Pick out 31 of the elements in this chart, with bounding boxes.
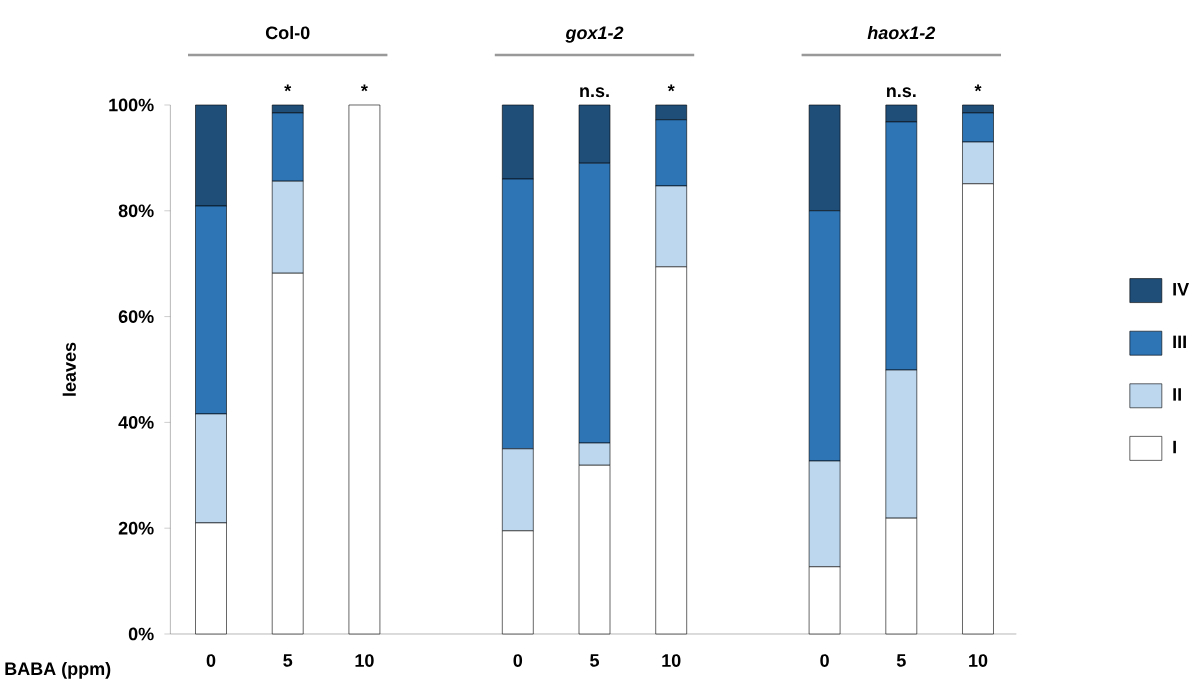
x-tick-label: 0: [820, 654, 829, 667]
text: *: [974, 84, 982, 92]
bar: [348, 104, 381, 635]
legend-label: III: [1173, 335, 1186, 349]
x-tick-label: 10: [662, 654, 681, 667]
x-tick-label: 0: [206, 654, 216, 667]
text: gox1-2: [565, 26, 624, 43]
y-tick-label: 0%: [128, 627, 154, 641]
text: *: [360, 84, 368, 92]
x-axis-title: BABA (ppm): [5, 661, 111, 679]
y-axis-title: leaves: [62, 342, 76, 396]
text: n.s.: [580, 87, 609, 98]
legend-label: I: [1173, 440, 1176, 454]
x-tick-label: 5: [896, 654, 906, 667]
text: Col-0: [265, 25, 310, 40]
text: haox1-2: [867, 25, 936, 40]
y-tick-label: 20%: [118, 521, 154, 535]
text: *: [284, 84, 292, 92]
x-tick-label: 5: [590, 654, 600, 667]
x-tick-label: 0: [513, 654, 523, 667]
legend-label: II: [1173, 388, 1181, 401]
y-tick-label: 100%: [109, 98, 154, 112]
text: n.s.: [886, 87, 916, 98]
y-tick-label: 80%: [118, 204, 154, 218]
y-tick-label: 40%: [118, 416, 154, 429]
x-tick-label: 10: [969, 654, 988, 667]
x-tick-label: 10: [355, 654, 374, 667]
y-tick-label: 60%: [118, 310, 154, 323]
text: *: [667, 84, 675, 92]
x-tick-label: 5: [283, 654, 293, 667]
legend-label: IV: [1173, 283, 1190, 296]
